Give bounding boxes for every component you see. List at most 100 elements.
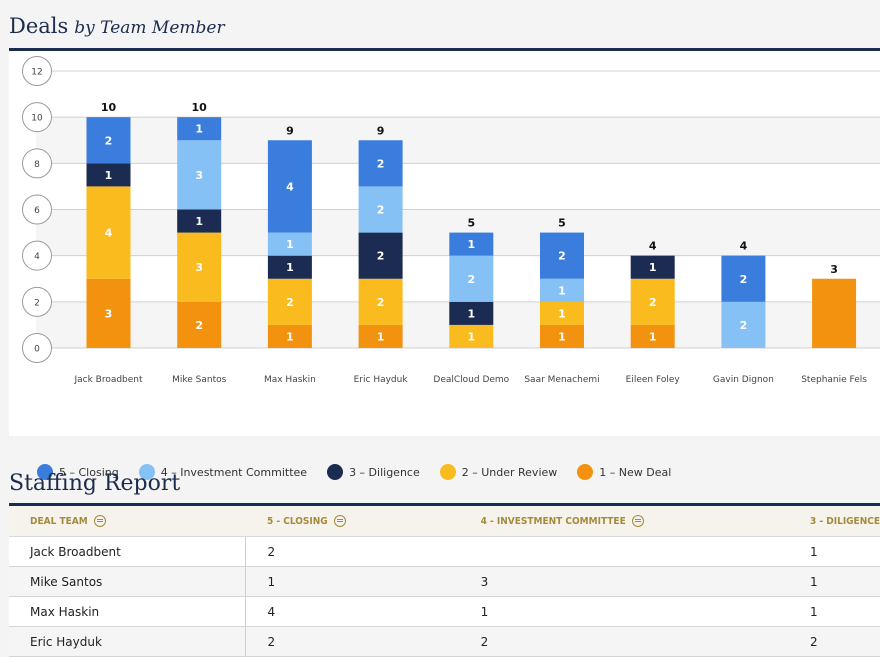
y-tick-label: 6 <box>34 206 40 216</box>
table-row[interactable]: Jack Broadbent 2 1 <box>9 536 880 567</box>
bar-segment[interactable] <box>267 278 312 325</box>
deals-chart-panel: 0 2 4 6 8 10 12 3 4 1 2 10 Jack Broadbent 2 3 1 3 1 10 Mike… <box>9 51 880 480</box>
bar-segment[interactable] <box>86 117 131 164</box>
bar-segment[interactable] <box>630 278 675 325</box>
bar-total-label: 10 <box>101 101 117 114</box>
bar-total-label: 10 <box>192 101 208 114</box>
bar-segment[interactable] <box>267 140 312 233</box>
segment-label: 2 <box>286 296 294 309</box>
bar-segment[interactable] <box>721 255 766 302</box>
y-tick: 0 <box>22 333 52 363</box>
segment-label: 2 <box>377 250 385 263</box>
legend-swatch <box>577 464 594 480</box>
bar-segment[interactable] <box>630 255 675 279</box>
legend-label: 3 – Diligence <box>349 465 420 479</box>
bar-segment[interactable] <box>267 324 312 348</box>
segment-label: 1 <box>105 169 113 182</box>
bar-segment[interactable] <box>630 324 675 348</box>
bar-segment[interactable] <box>812 278 857 348</box>
y-tick: 8 <box>22 148 52 179</box>
bar-segment[interactable] <box>358 186 403 233</box>
bar-segment[interactable] <box>449 232 494 256</box>
legend-item[interactable]: 1 – New Deal <box>577 464 671 480</box>
column-header-deal-team[interactable]: DEAL TEAM <box>9 506 246 537</box>
legend-item[interactable]: 3 – Diligence <box>327 464 420 480</box>
count-cell: 2 <box>810 626 880 657</box>
bar-segment[interactable] <box>540 301 584 325</box>
bar-segment[interactable] <box>86 163 131 187</box>
deal-team-cell[interactable]: Jack Broadbent <box>9 536 246 567</box>
bar-segment[interactable] <box>358 140 403 187</box>
bar-total-label: 4 <box>649 240 657 253</box>
bar-segment[interactable] <box>86 278 131 348</box>
bar-segment[interactable] <box>267 232 312 256</box>
count-cell: 2 <box>245 626 481 657</box>
staffing-divider <box>9 503 880 506</box>
x-category-label: Max Haskin <box>264 375 316 385</box>
count-cell: 2 <box>245 536 481 567</box>
legend-item[interactable]: 4 – Investment Committee <box>138 464 307 480</box>
staffing-report-title: Staffing Report <box>9 471 181 496</box>
segment-label: 1 <box>286 238 294 251</box>
legend-swatch <box>327 464 344 480</box>
bar-segment[interactable] <box>358 324 403 348</box>
bar-segment[interactable] <box>721 301 766 348</box>
bar-segment[interactable] <box>540 232 584 279</box>
column-header-label: 5 - CLOSING <box>267 515 328 527</box>
y-tick: 4 <box>22 240 52 271</box>
x-category-label: Stephanie Fels <box>801 375 867 385</box>
bar-segment[interactable] <box>540 324 584 348</box>
column-menu-icon[interactable] <box>93 515 106 527</box>
bar-segment[interactable] <box>540 278 584 302</box>
segment-label: 2 <box>195 319 203 332</box>
column-header-closing[interactable]: 5 - CLOSING <box>245 506 481 537</box>
table-row[interactable]: Eric Hayduk 2 2 2 <box>9 626 880 657</box>
bar-segment[interactable] <box>449 255 494 302</box>
grid-band <box>36 163 880 210</box>
bar-total-label: 5 <box>558 217 566 230</box>
deals-title: Deals by Team Member <box>9 14 225 38</box>
segment-label: 1 <box>467 238 475 251</box>
bar-segment[interactable] <box>358 278 403 325</box>
segment-label: 2 <box>649 296 657 309</box>
table-header-row: DEAL TEAM 5 - CLOSING 4 - INVESTMENT COM… <box>9 506 880 537</box>
bar-segment[interactable] <box>358 232 403 279</box>
segment-label: 1 <box>467 330 475 343</box>
table-row[interactable]: Max Haskin 4 1 1 <box>9 596 880 627</box>
bar-segment[interactable] <box>177 140 222 210</box>
segment-label: 2 <box>558 250 566 263</box>
column-header-label: DEAL TEAM <box>30 515 88 527</box>
bar-segment[interactable] <box>86 186 131 279</box>
segment-label: 1 <box>467 307 475 320</box>
bar-segment[interactable] <box>177 209 222 233</box>
column-header-diligence[interactable]: 3 - DILIGENCE <box>810 506 880 537</box>
bar-segment[interactable] <box>449 301 494 325</box>
deal-team-cell[interactable]: Max Haskin <box>9 596 246 627</box>
bar-total-label: 4 <box>740 240 748 253</box>
table-row[interactable]: Mike Santos 1 3 1 <box>9 566 880 597</box>
bar-segment[interactable] <box>449 324 494 348</box>
bar-total-label: 9 <box>286 124 294 137</box>
column-header-investment-committee[interactable]: 4 - INVESTMENT COMMITTEE <box>480 506 811 537</box>
count-cell: 1 <box>810 596 880 627</box>
bar-segment[interactable] <box>177 117 222 141</box>
count-cell: 4 <box>245 596 481 627</box>
segment-label: 4 <box>286 180 294 193</box>
y-tick: 10 <box>22 102 52 133</box>
bar-segment[interactable] <box>177 301 222 348</box>
x-category-label: Jack Broadbent <box>73 375 143 385</box>
bar-segment[interactable] <box>267 255 312 279</box>
y-tick-label: 4 <box>34 252 40 262</box>
bar-segment[interactable] <box>177 232 222 302</box>
x-category-label: Mike Santos <box>172 375 227 385</box>
staffing-table: DEAL TEAM 5 - CLOSING 4 - INVESTMENT COM… <box>9 506 880 657</box>
legend-item[interactable]: 2 – Under Review <box>439 464 557 480</box>
deal-team-cell[interactable]: Mike Santos <box>9 566 246 597</box>
legend-item[interactable]: 5 – Closing <box>37 464 119 480</box>
column-menu-icon[interactable] <box>631 515 644 527</box>
segment-label: 3 <box>195 261 203 274</box>
segment-label: 2 <box>105 134 113 147</box>
deal-team-cell[interactable]: Eric Hayduk <box>9 626 246 657</box>
bar-total-label: 9 <box>377 124 385 137</box>
column-menu-icon[interactable] <box>333 515 346 527</box>
